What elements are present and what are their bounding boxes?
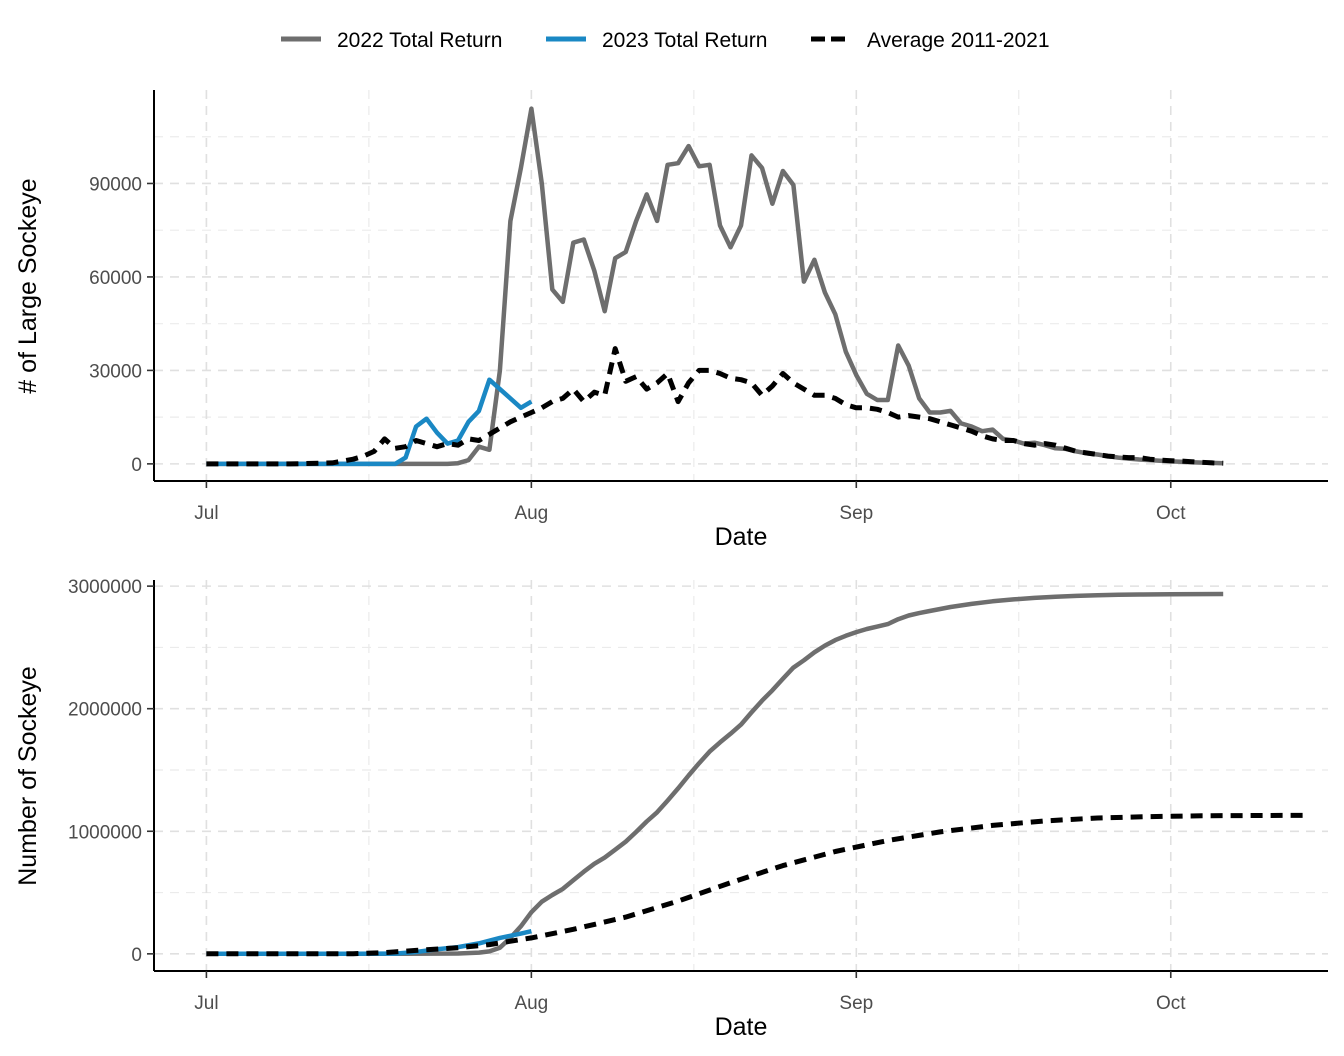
- x-tick-label: Oct: [1156, 503, 1186, 524]
- series-group: [206, 591, 1308, 957]
- y-tick-label: 1000000: [68, 822, 142, 843]
- axes: 0 30000 60000 90000 Jul Aug Sep Oct: [89, 90, 1328, 524]
- grid: [154, 90, 1328, 481]
- panel-cumulative-sockeye: 0 1000000 2000000 3000000 Jul Aug Sep Oct Date Nu…: [14, 577, 1328, 1041]
- series-line-average-2011-2021: [206, 812, 1308, 957]
- legend-label: Average 2011-2021: [867, 29, 1050, 52]
- series-line-2023-total-return: [206, 377, 533, 467]
- legend-item-average-2011-2021: Average 2011-2021: [811, 29, 1050, 52]
- x-tick-label: Sep: [839, 503, 873, 524]
- x-tick-label: Aug: [514, 993, 548, 1014]
- x-tick-label: Jul: [194, 993, 218, 1014]
- legend-item-2023-total-return: 2023 Total Return: [546, 29, 767, 52]
- y-tick-label: 3000000: [68, 577, 142, 598]
- x-tick-label: Jul: [194, 503, 218, 524]
- series-group: [206, 106, 1224, 467]
- x-axis-title: Date: [715, 523, 768, 551]
- x-tick-label: Sep: [839, 993, 873, 1014]
- y-tick-label: 0: [131, 455, 142, 476]
- grid: [154, 580, 1328, 971]
- y-axis-title: Number of Sockeye: [14, 666, 42, 886]
- legend-label: 2022 Total Return: [337, 29, 502, 52]
- y-tick-label: 30000: [89, 361, 142, 382]
- legend: 2022 Total Return 2023 Total Return Averag…: [281, 29, 1050, 52]
- series-line-average-2011-2021: [206, 346, 1224, 467]
- y-tick-label: 0: [131, 945, 142, 966]
- y-tick-label: 2000000: [68, 700, 142, 721]
- series-line-2022-total-return: [206, 106, 1224, 467]
- y-axis-title: # of Large Sockeye: [14, 178, 42, 393]
- y-tick-label: 90000: [89, 174, 142, 195]
- y-tick-label: 60000: [89, 268, 142, 289]
- series-line-2022-total-return: [206, 591, 1224, 957]
- x-axis-title: Date: [715, 1013, 768, 1041]
- legend-label: 2023 Total Return: [602, 29, 767, 52]
- axes: 0 1000000 2000000 3000000 Jul Aug Sep Oct: [68, 577, 1328, 1014]
- legend-item-2022-total-return: 2022 Total Return: [281, 29, 502, 52]
- x-tick-label: Aug: [514, 503, 548, 524]
- panel-daily-large-sockeye: 0 30000 60000 90000 Jul Aug Sep Oct Date # of Lar…: [14, 90, 1328, 551]
- x-tick-label: Oct: [1156, 993, 1186, 1014]
